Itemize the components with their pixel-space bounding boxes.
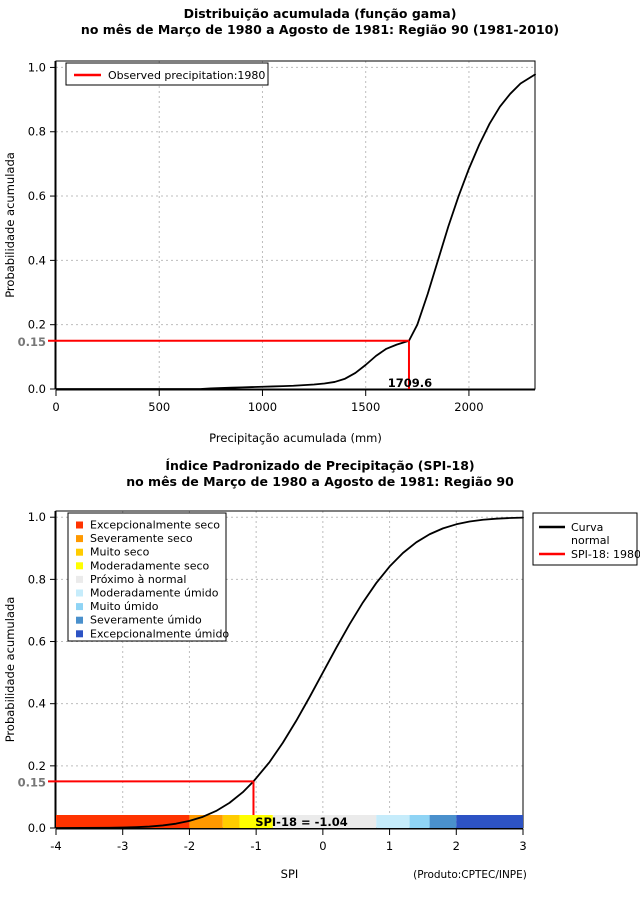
- color-bar-segment: [189, 815, 223, 828]
- legend-item-label: Excepcionalmente seco: [90, 519, 220, 532]
- legend-color-swatch: [76, 575, 83, 583]
- legend-item-label: Severamente úmido: [90, 614, 202, 627]
- legend-color-swatch: [76, 603, 83, 611]
- x-axis-tick-label: 0: [52, 400, 59, 414]
- legend-color-swatch: [76, 562, 83, 570]
- normal-cdf-curve: [55, 516, 524, 829]
- legend-color-swatch: [76, 535, 83, 543]
- y-axis-tick-label: 1.0: [28, 510, 46, 524]
- legend-color-swatch: [76, 630, 83, 638]
- y-axis-tick-label: 0.8: [28, 125, 46, 139]
- y-axis-tick-label: 0.6: [28, 635, 46, 649]
- y-axis-tick-label: 0.4: [28, 697, 46, 711]
- color-bar-segment: [239, 815, 273, 828]
- chart-title-line1: Índice Padronizado de Precipitação (SPI-…: [165, 458, 474, 473]
- y-axis-tick-label: 0.6: [28, 189, 46, 203]
- x-axis-tick-label: -4: [50, 839, 61, 853]
- spi-category-color-bar: [56, 815, 523, 828]
- legend-item-label: Próximo à normal: [90, 573, 186, 586]
- y-axis-tick-label: 0.2: [28, 318, 46, 332]
- x-axis-tick-label: 3: [519, 839, 526, 853]
- x-axis-tick-label: -1: [250, 839, 261, 853]
- x-axis: 0 500 1000 1500 2000 Precipitação acumulada (…: [52, 389, 535, 445]
- legend-item-label: Moderadamente seco: [90, 559, 210, 572]
- y-axis-tick-label: 0.0: [28, 382, 46, 396]
- x-axis-tick-label: -2: [184, 839, 195, 853]
- legend-background: [67, 512, 227, 642]
- x-axis-tick-label: -3: [117, 839, 128, 853]
- gamma-cdf-curve: [55, 73, 536, 390]
- y-axis-title: Probabilidade acumulada: [3, 597, 17, 743]
- chart-title-line2: no mês de Março de 1980 a Agosto de 1981…: [81, 22, 559, 37]
- y-axis-tick-label: 0.0: [28, 821, 46, 835]
- spi-normal-cdf-chart: Índice Padronizado de Precipitação (SPI-…: [3, 458, 640, 881]
- legend-color-swatch: [76, 548, 83, 556]
- legend-item-label-cont: normal: [571, 534, 610, 547]
- x-axis-tick-label: 2000: [454, 400, 483, 414]
- x-axis: -4 -3 -2 -1 0 1 2 3 SPI (Produto:CPTEC/INPE): [50, 828, 527, 881]
- y-axis-tick-label: 0.2: [28, 759, 46, 773]
- legend-item-label: Observed precipitation:1980: [108, 69, 265, 82]
- color-bar-segment: [56, 815, 190, 828]
- observed-precipitation-legend[interactable]: Observed precipitation:1980: [65, 62, 269, 86]
- spi-normal-cdf-panel: Índice Padronizado de Precipitação (SPI-…: [0, 450, 640, 900]
- legend-item-label: Muito úmido: [90, 600, 159, 613]
- chart-title-line1: Distribuição acumulada (função gama): [184, 6, 457, 21]
- color-bar-segment: [409, 815, 430, 828]
- x-axis-tick-label: 1: [386, 839, 393, 853]
- color-bar-segment: [272, 815, 377, 828]
- legend-item-label: Severamente seco: [90, 532, 193, 545]
- legend-color-swatch: [76, 616, 83, 624]
- x-axis-title: Precipitação acumulada (mm): [209, 431, 382, 445]
- legend-item-label: Curva: [571, 521, 603, 534]
- color-bar-segment: [456, 815, 523, 828]
- legend-background: [65, 62, 269, 86]
- x-axis-tick-label: 0: [319, 839, 326, 853]
- color-bar-segment: [376, 815, 410, 828]
- legend-item-label: Moderadamente úmido: [90, 587, 219, 600]
- x-axis-tick-label: 500: [148, 400, 170, 414]
- y-axis-tick-label: 0.8: [28, 572, 46, 586]
- legend-color-swatch: [76, 521, 83, 529]
- legend-item-label: Excepcionalmente úmido: [90, 627, 229, 640]
- legend-item-label: Muito seco: [90, 546, 150, 559]
- plot-frame: [55, 60, 536, 390]
- highlight-y-label: 0.15: [18, 335, 46, 349]
- chart-title-line2: no mês de Março de 1980 a Agosto de 1981…: [126, 474, 514, 489]
- y-axis-title: Probabilidade acumulada: [3, 152, 17, 298]
- highlight-y-label: 0.15: [18, 775, 46, 789]
- highlight-x-label: 1709.6: [388, 376, 432, 390]
- legend-color-swatch: [76, 589, 83, 597]
- legend-background: [532, 512, 638, 566]
- gamma-cdf-chart: Distribuição acumulada (função gama)no m…: [3, 6, 559, 445]
- y-axis-tick-label: 0.4: [28, 253, 46, 267]
- highlight-marker: 0.15 1709.6: [18, 335, 433, 390]
- legend-item-label: SPI-18: 1980: [571, 548, 640, 561]
- highlight-marker: 0.15 SPI-18 = -1.04: [18, 775, 348, 829]
- x-axis-tick-label: 2: [453, 839, 460, 853]
- y-axis: 0.0 0.2 0.4 0.6 0.8 1.0 Probabilidade acumulad…: [3, 510, 56, 835]
- y-axis: 0.0 0.2 0.4 0.6 0.8 1.0 Probabilidade acumulad…: [3, 60, 56, 396]
- color-bar-segment: [222, 815, 240, 828]
- credit-label: (Produto:CPTEC/INPE): [413, 869, 527, 881]
- x-axis-tick-label: 1500: [351, 400, 380, 414]
- spi-value-label: SPI-18 = -1.04: [255, 815, 348, 829]
- gamma-cdf-panel: Distribuição acumulada (função gama) no m…: [3, 6, 559, 445]
- y-axis-tick-label: 1.0: [28, 60, 46, 74]
- color-bar-segment: [429, 815, 457, 828]
- x-axis-title: SPI: [281, 867, 299, 881]
- x-axis-tick-label: 1000: [248, 400, 277, 414]
